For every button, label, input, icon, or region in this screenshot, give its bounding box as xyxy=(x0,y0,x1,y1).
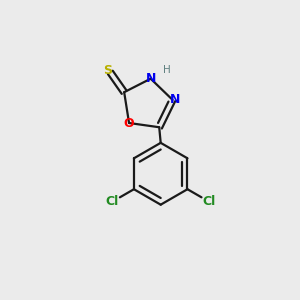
Text: S: S xyxy=(103,64,112,77)
Text: Cl: Cl xyxy=(106,195,119,208)
Text: O: O xyxy=(123,116,134,130)
Text: N: N xyxy=(170,93,181,106)
Text: N: N xyxy=(146,72,156,85)
Text: Cl: Cl xyxy=(202,195,216,208)
Text: H: H xyxy=(163,65,171,75)
